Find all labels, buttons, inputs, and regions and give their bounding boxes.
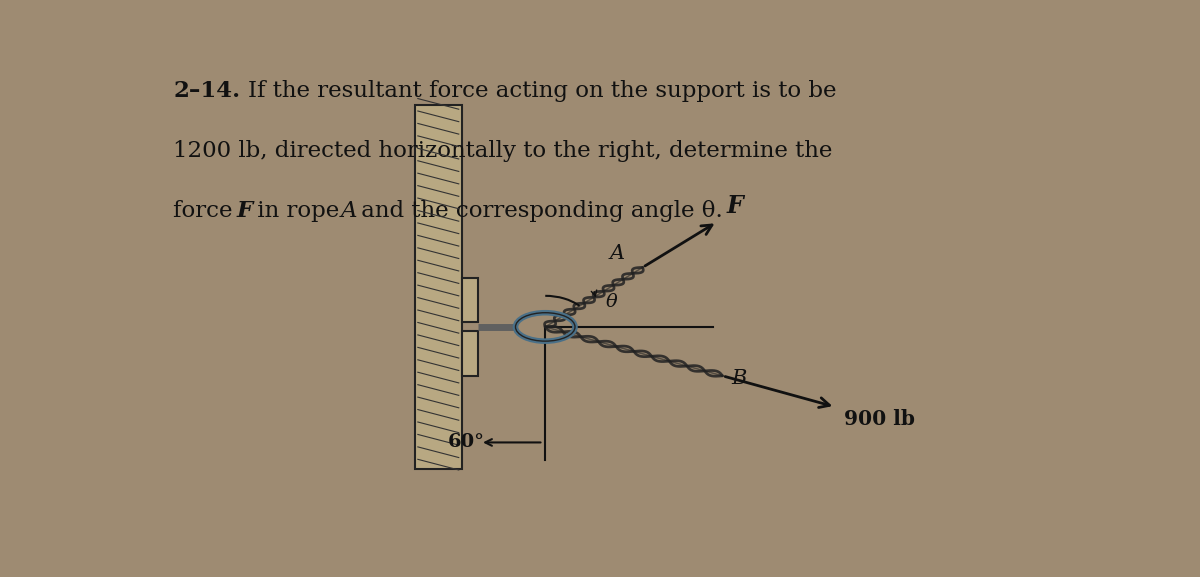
Text: and the corresponding angle θ.: and the corresponding angle θ. [354,200,722,222]
Text: 2–14.: 2–14. [173,80,240,102]
Text: B: B [732,369,748,388]
Bar [415,105,462,469]
Text: A: A [341,200,358,222]
Text: F: F [726,194,743,218]
Text: If the resultant force acting on the support is to be: If the resultant force acting on the sup… [247,80,836,102]
Bar [462,331,479,376]
Text: 900 lb: 900 lb [845,409,916,429]
Text: force: force [173,200,240,222]
Text: 1200 lb, directed horizontally to the right, determine the: 1200 lb, directed horizontally to the ri… [173,140,833,162]
Text: F: F [236,200,253,222]
Text: θ: θ [606,294,618,312]
Text: 60°: 60° [448,433,485,451]
Bar [462,278,479,323]
Text: A: A [610,244,625,263]
Text: in rope: in rope [251,200,347,222]
